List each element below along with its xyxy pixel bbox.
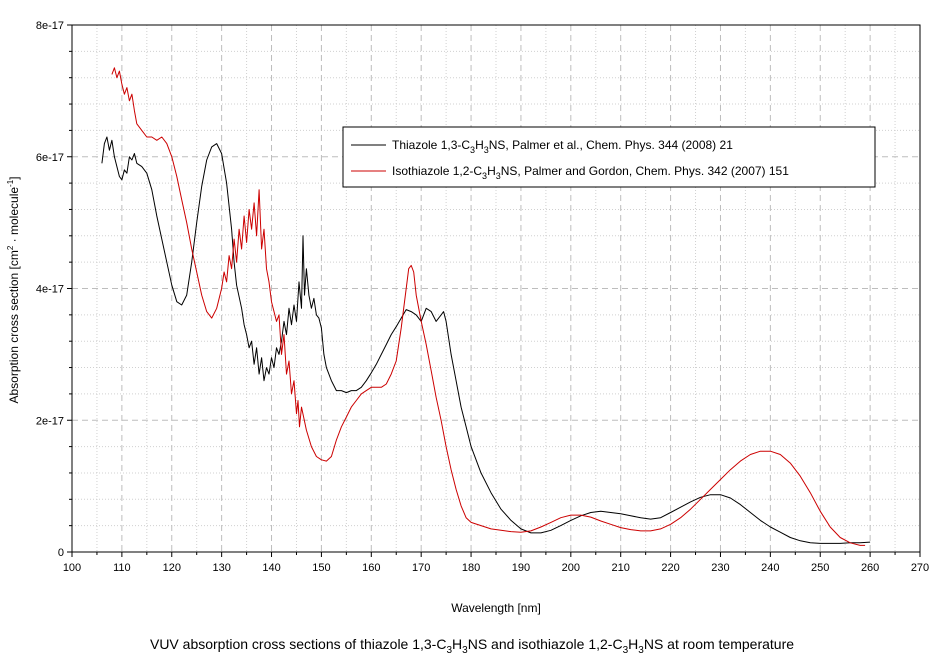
legend-box: [342, 126, 876, 188]
x-tick-label: 140: [262, 562, 280, 574]
x-axis-title: Wavelength [nm]: [451, 601, 541, 615]
figure-caption: VUV absorption cross sections of thiazol…: [149, 636, 795, 656]
x-tick-label: 270: [911, 562, 929, 574]
grid: [71, 25, 921, 552]
x-tick-label: 190: [512, 562, 530, 574]
x-tick-label: 130: [212, 562, 230, 574]
y-axis-title: Absorption cross section [cm2 · molecule…: [6, 176, 21, 403]
series-line-isothiazole: [111, 67, 866, 546]
x-tick-label: 220: [661, 562, 679, 574]
legend-label-isothiazole: Isothiazole 1,2-C3H3NS, Palmer and Gordo…: [392, 164, 789, 181]
x-tick-label: 200: [562, 562, 580, 574]
y-tick-label: 2e-17: [36, 415, 64, 427]
y-axis: 0 2e-17 4e-17 6e-17 8e-17: [36, 20, 72, 559]
y-tick-label: 4e-17: [36, 284, 64, 296]
x-tick-label: 160: [362, 562, 380, 574]
series-layer: [101, 67, 871, 546]
x-tick-label: 230: [711, 562, 729, 574]
x-tick-label: 100: [63, 562, 81, 574]
series-line-thiazole: [101, 136, 871, 544]
x-tick-label: 260: [861, 562, 879, 574]
x-tick-label: 250: [811, 562, 829, 574]
x-tick-label: 110: [113, 562, 131, 574]
y-tick-label: 0: [58, 547, 64, 559]
x-tick-label: 180: [462, 562, 480, 574]
x-tick-label: 210: [612, 562, 630, 574]
legend: Thiazole 1,3-C3H3NS, Palmer et al., Chem…: [342, 126, 876, 188]
y-tick-label: 8e-17: [36, 20, 64, 32]
x-axis: 100 110 120 130 140 150 160 170 180 190 200 210 220 2…: [63, 552, 929, 574]
x-tick-label: 150: [312, 562, 330, 574]
x-tick-label: 120: [163, 562, 181, 574]
y-tick-label: 6e-17: [36, 152, 64, 164]
x-tick-label: 240: [761, 562, 779, 574]
legend-label-thiazole: Thiazole 1,3-C3H3NS, Palmer et al., Chem…: [392, 138, 733, 155]
x-tick-label: 170: [412, 562, 430, 574]
